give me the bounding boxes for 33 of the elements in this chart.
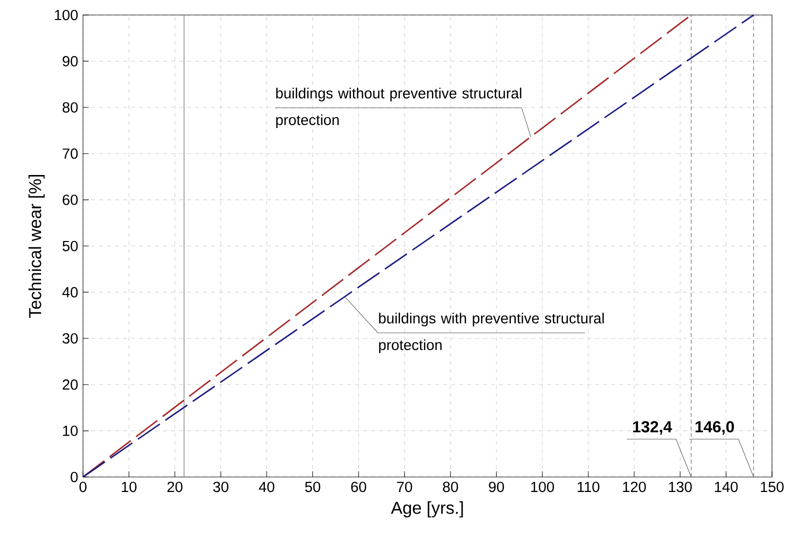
- y-tick-label: 0: [70, 472, 78, 482]
- x-tick-label: 80: [442, 482, 458, 492]
- y-tick-label: 40: [62, 287, 78, 298]
- y-tick-label: 90: [62, 56, 78, 66]
- x-tick-label: 110: [578, 482, 600, 492]
- x-tick-label: 10: [122, 482, 136, 492]
- y-tick-label: 30: [62, 333, 78, 344]
- x-tick-label: 90: [488, 482, 504, 492]
- x-tick-label: 130: [669, 482, 692, 492]
- y-tick-label: 50: [62, 240, 78, 252]
- text: buildings with preventive structural protection: [379, 312, 604, 354]
- x-axis-title: Age [yrs.]: [390, 501, 463, 518]
- ref-line-label: 146,0: [696, 421, 734, 435]
- x-tick-label: 0: [79, 482, 86, 492]
- x-tick-label: 150: [760, 482, 784, 492]
- x-tick-label: 120: [623, 482, 646, 492]
- x-tick-label: 60: [351, 482, 366, 492]
- x-tick-label: 50: [305, 482, 320, 492]
- x-tick-label: 40: [258, 482, 274, 492]
- x-tick-label: 70: [397, 482, 412, 492]
- x-tick-label: 100: [531, 482, 554, 492]
- ref-line-label: 132,4: [633, 421, 672, 435]
- y-tick-label: 100: [54, 10, 78, 20]
- series-label: buildings without preventive structural protection: [276, 88, 522, 128]
- y-axis-title: Technical wear [%]: [28, 175, 45, 318]
- x-tick-label: 140: [714, 482, 738, 492]
- x-tick-label: 30: [213, 482, 228, 492]
- y-tick-label: 10: [63, 426, 78, 436]
- y-tick-label: 80: [62, 102, 78, 113]
- x-tick-label: 20: [167, 482, 182, 492]
- y-tick-label: 60: [62, 194, 78, 205]
- y-tick-label: 70: [62, 148, 78, 159]
- y-tick-label: 20: [62, 379, 78, 390]
